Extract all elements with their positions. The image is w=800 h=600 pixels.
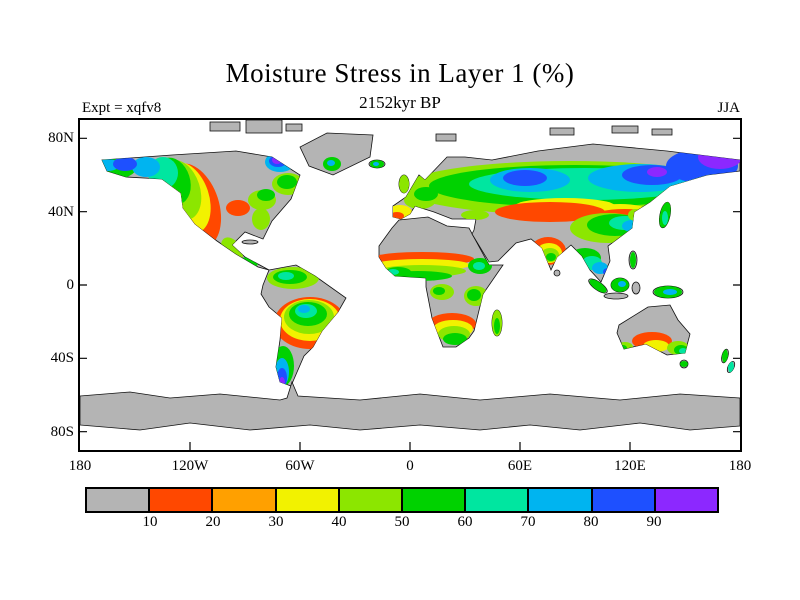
lon-axis-label-120w: 120W xyxy=(171,458,209,474)
map-frame xyxy=(78,118,742,452)
colorbar-segment xyxy=(403,489,467,511)
experiment-label: Expt = xqfv8 xyxy=(82,100,162,116)
lon-axis-label-0: 0 xyxy=(406,458,414,474)
colorbar-tick-label: 30 xyxy=(268,514,284,530)
colorbar-segment xyxy=(529,489,593,511)
lat-axis-label-0: 0 xyxy=(66,277,75,293)
colorbar-segment xyxy=(150,489,214,511)
colorbar-segment xyxy=(655,489,718,511)
world-map-svg xyxy=(80,120,740,450)
lat-axis-label-80s: 80S xyxy=(50,424,74,440)
page-title: Moisture Stress in Layer 1 (%) xyxy=(225,58,575,88)
antarctica xyxy=(80,380,740,431)
subtitle-time-label: 2152kyr BP xyxy=(359,93,441,112)
lat-axis-label-40s: 40S xyxy=(50,350,74,366)
map-ticks xyxy=(80,137,740,450)
lon-axis-label-180e: 180 xyxy=(728,458,752,474)
colorbar-segment xyxy=(339,489,404,511)
colorbar xyxy=(85,487,719,513)
colorbar-segment xyxy=(466,489,530,511)
lat-axis-label-80n: 80N xyxy=(48,130,74,146)
colorbar-tick-label: 60 xyxy=(457,514,473,530)
colorbar-tick-label: 90 xyxy=(646,514,662,530)
lat-axis-label-40n: 40N xyxy=(48,204,74,220)
colorbar-segment xyxy=(276,489,340,511)
lon-axis-label-180w: 180 xyxy=(68,458,92,474)
colorbar-segment xyxy=(592,489,656,511)
lon-axis-label-120e: 120E xyxy=(614,458,646,474)
colorbar-labels: 10 20 30 40 50 60 70 80 90 xyxy=(85,514,719,532)
colorbar-tick-label: 80 xyxy=(583,514,599,530)
colorbar-tick-label: 40 xyxy=(331,514,347,530)
colorbar-tick-label: 20 xyxy=(205,514,221,530)
colorbar-segment xyxy=(87,489,151,511)
colorbar-tick-label: 10 xyxy=(142,514,158,530)
colorbar-tick-label: 50 xyxy=(394,514,410,530)
season-label: JJA xyxy=(717,100,740,116)
colorbar-segment xyxy=(213,489,277,511)
moisture-overlay xyxy=(102,145,740,386)
colorbar-tick-label: 70 xyxy=(520,514,536,530)
lon-axis-label-60e: 60E xyxy=(507,458,533,474)
lon-axis-label-60w: 60W xyxy=(285,458,315,474)
